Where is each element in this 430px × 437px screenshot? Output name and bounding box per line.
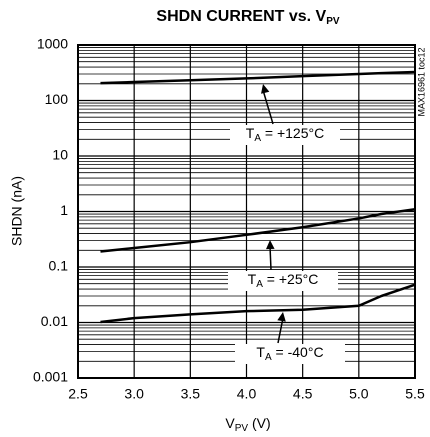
text-part: T bbox=[248, 271, 257, 287]
subscript: A bbox=[265, 352, 272, 363]
data-line bbox=[100, 70, 416, 85]
y-tick-label: 0.1 bbox=[49, 258, 69, 274]
side-note: MAX16961 toc12 bbox=[416, 47, 426, 116]
text-part: V bbox=[225, 415, 235, 431]
y-tick-label: 0.001 bbox=[33, 369, 68, 385]
arrow-head bbox=[277, 312, 286, 322]
annotation-arrow bbox=[262, 89, 274, 125]
series-label: TA = -40°C bbox=[256, 344, 323, 363]
annotation-box bbox=[230, 125, 340, 145]
x-axis-label: VPV (V) bbox=[225, 415, 270, 434]
subscript: A bbox=[256, 279, 263, 290]
plot-frame bbox=[77, 44, 416, 379]
annotation-arrow bbox=[277, 317, 284, 344]
chart-title: SHDN CURRENT vs. VPV bbox=[156, 8, 339, 26]
data-line bbox=[100, 283, 416, 324]
text-part: T bbox=[256, 344, 265, 360]
y-axis-label: SHDN (nA) bbox=[9, 176, 25, 246]
annotation-arrow bbox=[269, 245, 272, 271]
subscript: PV bbox=[235, 423, 249, 434]
data-line bbox=[100, 207, 416, 253]
text-part: = -40°C bbox=[272, 344, 324, 360]
y-tick-label: 10 bbox=[52, 147, 68, 163]
y-tick-label: 0.01 bbox=[41, 313, 68, 329]
x-tick-label: 3.0 bbox=[124, 386, 144, 402]
text-part: = +125°C bbox=[261, 125, 324, 141]
series-label: TA = +125°C bbox=[246, 125, 324, 144]
series-label: TA = +25°C bbox=[248, 271, 319, 290]
annotation-box bbox=[228, 271, 338, 291]
y-tick-label: 100 bbox=[45, 91, 69, 107]
subscript: A bbox=[254, 133, 261, 144]
arrow-head bbox=[266, 240, 275, 250]
y-tick-label: 1 bbox=[60, 202, 68, 218]
text-part: SHDN CURRENT vs. V bbox=[156, 8, 326, 25]
x-tick-label: 5.5 bbox=[405, 386, 425, 402]
subscript: PV bbox=[326, 16, 340, 27]
y-tick-label: 1000 bbox=[37, 36, 68, 52]
arrow-head bbox=[261, 84, 270, 94]
x-tick-label: 5.0 bbox=[349, 386, 369, 402]
text-part: T bbox=[246, 125, 255, 141]
text-part: (V) bbox=[248, 415, 271, 431]
x-tick-label: 2.5 bbox=[68, 386, 88, 402]
annotation-box bbox=[235, 344, 345, 364]
x-tick-label: 3.5 bbox=[181, 386, 201, 402]
x-tick-label: 4.5 bbox=[293, 386, 313, 402]
text-part: = +25°C bbox=[263, 271, 318, 287]
x-tick-label: 4.0 bbox=[237, 386, 257, 402]
